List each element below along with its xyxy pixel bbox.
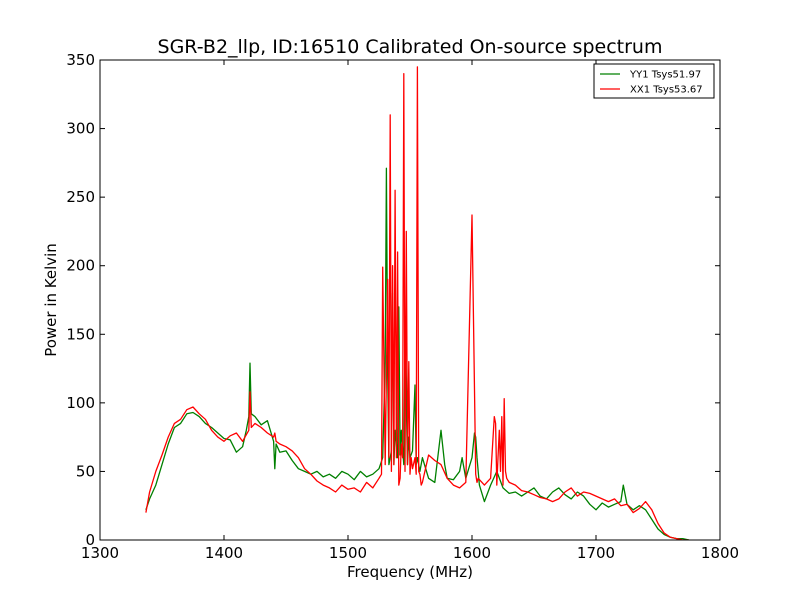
x-tick-label: 1400 bbox=[205, 544, 243, 562]
y-tick-label: 100 bbox=[66, 394, 95, 412]
ticks-layer: 1300 1400 1500 1600 1700 1800 0 50 100 150 200 250 3… bbox=[66, 51, 739, 562]
x-tick-label: 1600 bbox=[453, 544, 491, 562]
legend: YY1 Tsys51.97 XX1 Tsys53.67 bbox=[593, 63, 715, 99]
series-line-xx1 bbox=[145, 66, 689, 540]
x-tick-label: 1300 bbox=[81, 544, 119, 562]
x-tick-label: 1700 bbox=[577, 544, 615, 562]
plot-frame bbox=[99, 59, 721, 541]
y-tick-label: 350 bbox=[66, 51, 95, 69]
y-tick-label: 50 bbox=[76, 462, 95, 480]
plot-area: 1300 1400 1500 1600 1700 1800 0 50 100 150 200 250 3… bbox=[66, 51, 739, 562]
chart-title: SGR-B2_llp, ID:16510 Calibrated On-sourc… bbox=[158, 36, 663, 58]
y-tick-label: 0 bbox=[85, 531, 95, 549]
x-tick-label: 1800 bbox=[701, 544, 739, 562]
x-tick-label: 1500 bbox=[329, 544, 367, 562]
y-axis-label: Power in Kelvin bbox=[42, 243, 60, 357]
x-axis-label: Frequency (MHz) bbox=[347, 563, 473, 581]
y-tick-label: 150 bbox=[66, 325, 95, 343]
series-layer bbox=[145, 66, 690, 540]
legend-label-xx1: XX1 Tsys53.67 bbox=[630, 85, 703, 96]
legend-box bbox=[593, 63, 715, 99]
legend-label-yy1: YY1 Tsys51.97 bbox=[629, 70, 701, 81]
y-tick-label: 200 bbox=[66, 257, 95, 275]
y-tick-label: 300 bbox=[66, 120, 95, 138]
y-tick-label: 250 bbox=[66, 188, 95, 206]
